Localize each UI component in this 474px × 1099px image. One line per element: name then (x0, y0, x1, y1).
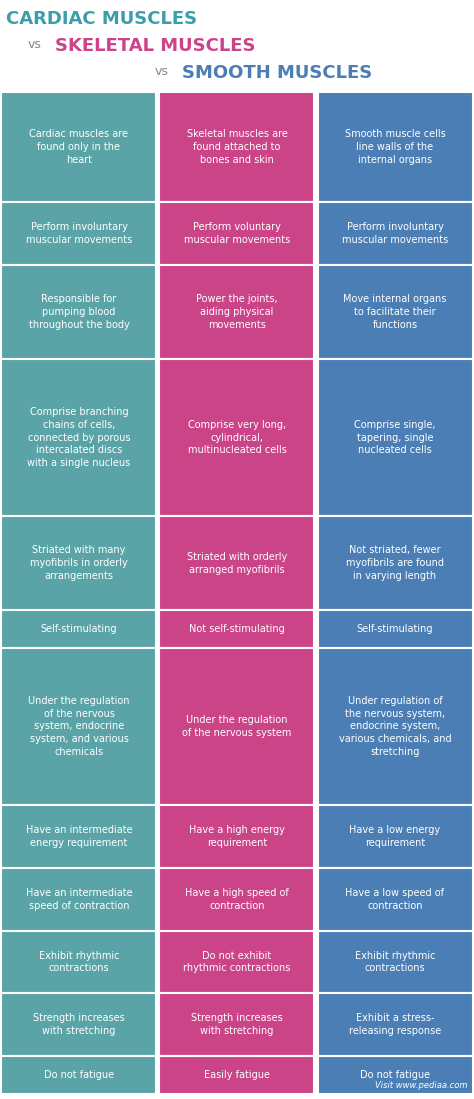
Bar (1, 359, 156, 517)
Text: SMOOTH MUSCLES: SMOOTH MUSCLES (182, 64, 372, 82)
Bar (1, 265, 156, 359)
Bar (318, 931, 473, 993)
Text: Comprise branching
chains of cells,
connected by porous
intercalated discs
with : Comprise branching chains of cells, conn… (27, 407, 131, 468)
Text: Exhibit a stress-
releasing response: Exhibit a stress- releasing response (349, 1013, 441, 1036)
Text: Not striated, fewer
myofibrils are found
in varying length: Not striated, fewer myofibrils are found… (346, 545, 444, 581)
Text: Exhibit rhythmic
contractions: Exhibit rhythmic contractions (355, 951, 435, 974)
Bar (318, 202, 473, 265)
Bar (1, 648, 156, 806)
Text: Striated with orderly
arranged myofibrils: Striated with orderly arranged myofibril… (187, 552, 287, 575)
Bar (318, 806, 473, 868)
Text: Perform involuntary
muscular movements: Perform involuntary muscular movements (342, 222, 448, 245)
Bar (1, 993, 156, 1056)
Bar (318, 265, 473, 359)
Text: Comprise very long,
cylindrical,
multinucleated cells: Comprise very long, cylindrical, multinu… (188, 420, 286, 455)
Bar (1, 517, 156, 610)
Text: CARDIAC MUSCLES: CARDIAC MUSCLES (6, 10, 197, 27)
Text: Have a low energy
requirement: Have a low energy requirement (349, 825, 440, 847)
Text: Have a low speed of
contraction: Have a low speed of contraction (346, 888, 445, 911)
Bar (318, 92, 473, 202)
Text: Perform voluntary
muscular movements: Perform voluntary muscular movements (184, 222, 290, 245)
Text: Visit www.pediaa.com: Visit www.pediaa.com (375, 1081, 467, 1090)
Bar (159, 648, 315, 806)
Text: Strength increases
with stretching: Strength increases with stretching (191, 1013, 283, 1036)
Text: Easily fatigue: Easily fatigue (204, 1070, 270, 1080)
Bar (318, 993, 473, 1056)
Text: vs: vs (28, 38, 42, 51)
Text: Self-stimulating: Self-stimulating (357, 624, 433, 634)
Text: Not self-stimulating: Not self-stimulating (189, 624, 285, 634)
Text: Under the regulation
of the nervous
system, endocrine
system, and various
chemic: Under the regulation of the nervous syst… (28, 696, 130, 757)
Text: Have a high energy
requirement: Have a high energy requirement (189, 825, 285, 847)
Text: Cardiac muscles are
found only in the
heart: Cardiac muscles are found only in the he… (29, 130, 128, 165)
Text: Under the regulation
of the nervous system: Under the regulation of the nervous syst… (182, 715, 292, 737)
Bar (318, 517, 473, 610)
Text: Move internal organs
to facilitate their
functions: Move internal organs to facilitate their… (343, 295, 447, 330)
Bar (1, 610, 156, 648)
Text: Have an intermediate
speed of contraction: Have an intermediate speed of contractio… (26, 888, 132, 911)
Text: Have a high speed of
contraction: Have a high speed of contraction (185, 888, 289, 911)
Text: Striated with many
myofibrils in orderly
arrangements: Striated with many myofibrils in orderly… (30, 545, 128, 581)
Text: Do not fatigue: Do not fatigue (360, 1070, 430, 1080)
Text: Have an intermediate
energy requirement: Have an intermediate energy requirement (26, 825, 132, 847)
Bar (318, 1056, 473, 1094)
Text: vs: vs (155, 65, 169, 78)
Bar (1, 92, 156, 202)
Bar (1, 868, 156, 931)
Text: Do not fatigue: Do not fatigue (44, 1070, 114, 1080)
Text: Do not exhibit
rhythmic contractions: Do not exhibit rhythmic contractions (183, 951, 291, 974)
Bar (159, 868, 315, 931)
Text: Self-stimulating: Self-stimulating (41, 624, 117, 634)
Bar (1, 202, 156, 265)
Bar (159, 517, 315, 610)
Bar (159, 1056, 315, 1094)
Bar (159, 993, 315, 1056)
Bar (159, 92, 315, 202)
Text: Smooth muscle cells
line walls of the
internal organs: Smooth muscle cells line walls of the in… (345, 130, 446, 165)
Bar (318, 648, 473, 806)
Bar (159, 931, 315, 993)
Bar (159, 806, 315, 868)
Text: Power the joints,
aiding physical
movements: Power the joints, aiding physical moveme… (196, 295, 278, 330)
Text: Perform involuntary
muscular movements: Perform involuntary muscular movements (26, 222, 132, 245)
Bar (318, 359, 473, 517)
Bar (1, 806, 156, 868)
Text: Exhibit rhythmic
contractions: Exhibit rhythmic contractions (39, 951, 119, 974)
Bar (318, 610, 473, 648)
Bar (1, 1056, 156, 1094)
Bar (159, 359, 315, 517)
Text: Responsible for
pumping blood
throughout the body: Responsible for pumping blood throughout… (28, 295, 129, 330)
Bar (159, 265, 315, 359)
Bar (318, 868, 473, 931)
Bar (159, 202, 315, 265)
Bar (1, 931, 156, 993)
Bar (159, 610, 315, 648)
Text: Comprise single,
tapering, single
nucleated cells: Comprise single, tapering, single nuclea… (354, 420, 436, 455)
Text: Skeletal muscles are
found attached to
bones and skin: Skeletal muscles are found attached to b… (187, 130, 287, 165)
Text: Strength increases
with stretching: Strength increases with stretching (33, 1013, 125, 1036)
Text: SKELETAL MUSCLES: SKELETAL MUSCLES (55, 37, 255, 55)
Text: Under regulation of
the nervous system,
endocrine system,
various chemicals, and: Under regulation of the nervous system, … (339, 696, 451, 757)
